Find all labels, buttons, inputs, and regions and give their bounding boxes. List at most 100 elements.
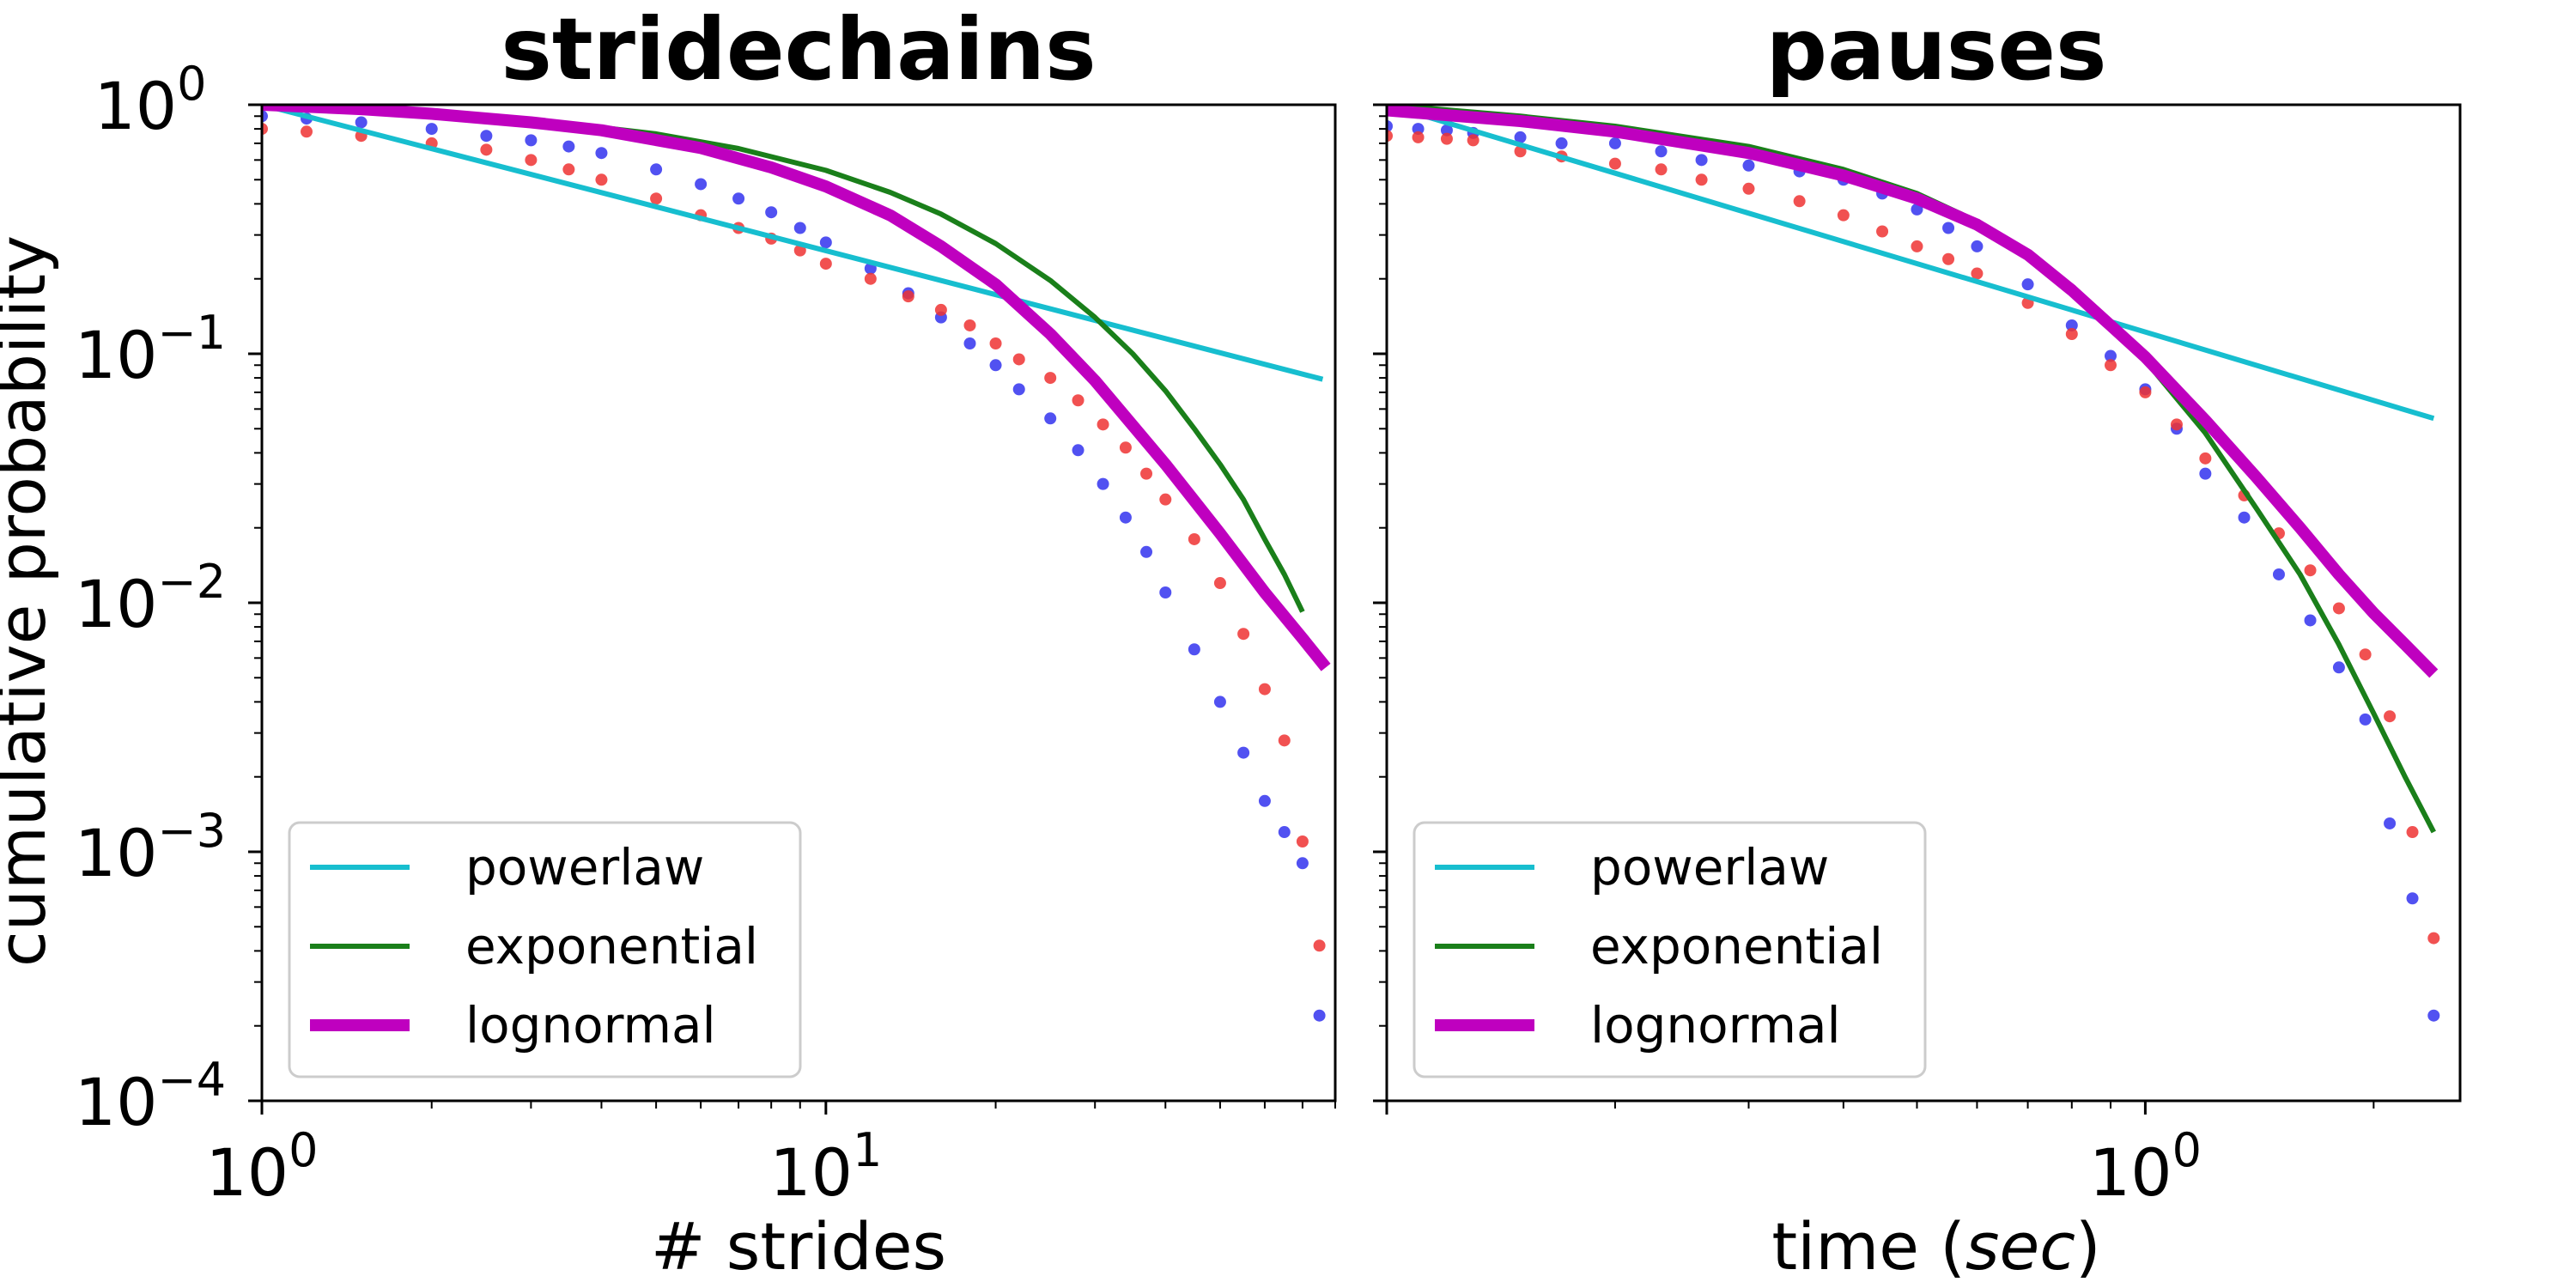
lognormal-line (1387, 105, 2439, 678)
data-point (1278, 826, 1291, 839)
x-tick-label-base: 10 (2089, 1134, 2172, 1211)
pauses-plot-area: 100 powerlaw exponential lognormal (1373, 103, 2462, 1211)
stridechains-title: stridechains (501, 0, 1096, 100)
data-point (2065, 319, 2078, 331)
plot-series-group (1387, 105, 2440, 1022)
data-point (1440, 124, 1453, 137)
y-tick-label-exponent: −4 (158, 1053, 227, 1107)
data-point (1695, 173, 1708, 186)
data-point (1876, 225, 1889, 238)
data-point (2427, 932, 2440, 945)
data-point (963, 319, 976, 331)
x-axis-label-time-suffix: ) (2075, 1208, 2101, 1285)
x-tick-label-exponent: 0 (2172, 1123, 2202, 1177)
data-point (2139, 386, 2152, 398)
powerlaw-line (1387, 105, 2435, 422)
legend-label-exponential: exponential (1590, 917, 1883, 975)
y-tick-label-base: 10 (75, 317, 158, 393)
data-point (2238, 511, 2251, 524)
data-point (1555, 137, 1568, 149)
y-tick-label-exponent: 0 (177, 57, 206, 111)
data-point (1467, 134, 1479, 147)
data-point (1044, 372, 1057, 385)
data-point (2065, 328, 2078, 341)
data-point (1097, 418, 1109, 431)
data-point (2359, 713, 2372, 726)
data-point (1012, 353, 1025, 366)
x-tick-label-exponent: 1 (853, 1123, 882, 1177)
y-tick-label: 10−4 (75, 1053, 226, 1140)
legend-label-exponential: exponential (465, 917, 758, 975)
data-point (1412, 131, 1425, 143)
data-point (2332, 661, 2345, 674)
y-tick-label-exponent: −3 (158, 804, 227, 858)
data-point (1296, 835, 1309, 848)
y-tick-label-base: 10 (75, 1064, 158, 1140)
data-point (2021, 278, 2034, 291)
data-point (301, 125, 313, 138)
data-point (1313, 1009, 1326, 1022)
pauses-panel: pauses time (sec) 100 powerlaw exponential… (1373, 0, 2462, 1285)
data-point (1387, 119, 1393, 132)
data-point (1742, 159, 1755, 172)
data-point (425, 123, 438, 136)
data-point (562, 163, 575, 176)
data-point (1072, 444, 1084, 457)
data-point (1942, 222, 1955, 234)
data-point (902, 290, 914, 303)
data-point (695, 178, 708, 191)
x-tick-label-exponent: 0 (289, 1123, 318, 1177)
data-point (819, 236, 832, 249)
legend-box (1413, 821, 1927, 1078)
data-point (2406, 892, 2419, 905)
data-point (2384, 817, 2397, 829)
data-point (2272, 568, 2285, 580)
data-point (480, 143, 493, 156)
data-point (2332, 602, 2345, 615)
data-point (355, 116, 368, 129)
data-point (562, 140, 575, 153)
data-point (1440, 132, 1453, 145)
data-point (2304, 614, 2317, 627)
data-point (2170, 418, 2183, 431)
y-tick-label-base: 10 (75, 566, 158, 642)
data-point (595, 173, 608, 186)
data-point (819, 258, 832, 270)
data-point (1655, 163, 1668, 176)
data-point (1237, 746, 1250, 759)
data-point (1140, 467, 1153, 480)
data-point (650, 163, 663, 176)
x-axis-label-strides: # strides (651, 1208, 946, 1285)
data-point (1012, 383, 1025, 396)
data-point (1188, 643, 1200, 656)
data-point (595, 147, 608, 160)
data-point (2104, 359, 2117, 372)
data-point (732, 192, 745, 205)
data-point (1097, 477, 1109, 490)
data-point (989, 337, 1002, 349)
data-point (1296, 857, 1309, 870)
y-tick-label: 10−1 (75, 306, 226, 393)
data-point (1140, 545, 1153, 558)
data-point (525, 134, 538, 147)
x-tick-label: 100 (2089, 1123, 2202, 1211)
data-point (963, 337, 976, 349)
data-point (1942, 252, 1955, 265)
data-point (1313, 939, 1326, 952)
data-point (2199, 452, 2212, 465)
data-point (1971, 240, 1984, 252)
data-point (1159, 493, 1172, 506)
data-point (765, 206, 778, 219)
data-point (1258, 683, 1271, 696)
data-point (1742, 182, 1755, 195)
y-tick-label: 10−3 (75, 804, 226, 891)
y-tick-label: 100 (94, 57, 206, 144)
data-point (1213, 696, 1226, 708)
data-point (262, 110, 268, 123)
data-point (2359, 648, 2372, 661)
data-point (1159, 586, 1172, 598)
data-point (1119, 511, 1132, 524)
data-point (1213, 577, 1226, 590)
data-point (1412, 123, 1425, 136)
data-point (934, 303, 947, 316)
